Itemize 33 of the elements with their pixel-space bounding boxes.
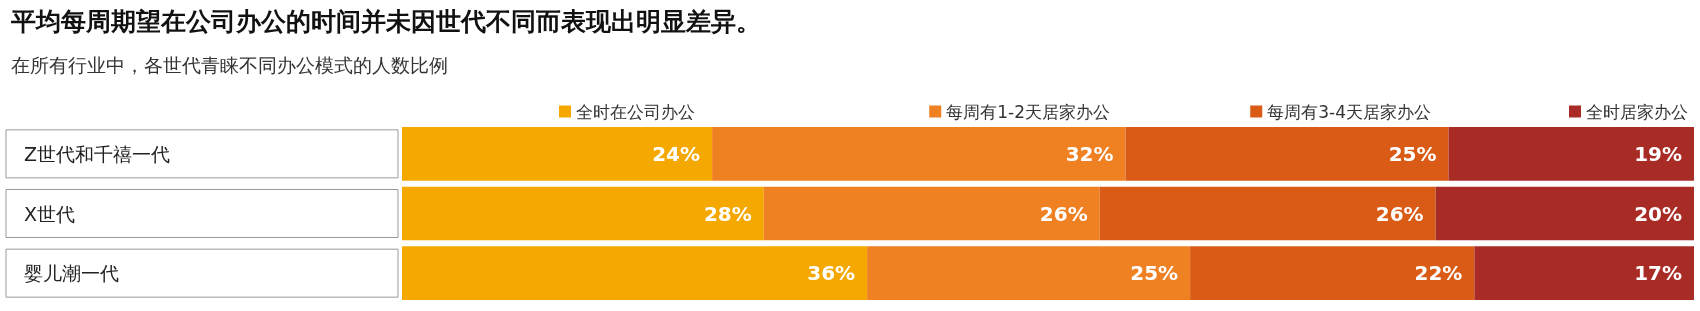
bar xyxy=(712,126,1126,181)
legend-label: 每周有3-4天居家办公 xyxy=(1267,101,1432,122)
data-label: 24% xyxy=(652,141,701,166)
data-label: 22% xyxy=(1414,261,1463,286)
data-label: 26% xyxy=(1375,201,1424,226)
y-tick-label: Z世代和千禧一代 xyxy=(24,142,171,165)
legend-label: 全时居家办公 xyxy=(1586,101,1688,122)
y-tick-label: X世代 xyxy=(24,202,76,225)
bar xyxy=(1435,186,1694,241)
data-label: 17% xyxy=(1634,261,1682,286)
text: 在所有行业中，各世代青睐不同办公模式的人数比例 xyxy=(11,53,448,76)
data-label: 20% xyxy=(1634,201,1682,226)
y-tick-label: 婴儿潮一代 xyxy=(24,262,119,285)
data-label: 26% xyxy=(1039,201,1088,226)
bar xyxy=(1448,126,1694,181)
bar xyxy=(402,186,764,241)
bar xyxy=(763,186,1100,241)
data-label: 25% xyxy=(1388,141,1437,166)
bar xyxy=(402,246,868,301)
data-label: 32% xyxy=(1065,141,1114,166)
chart-title: 平均每周期望在公司办公的时间并未因世代不同而表现出明显差异。 xyxy=(10,7,761,36)
bar xyxy=(1190,246,1475,301)
bar xyxy=(1099,186,1436,241)
data-label: 19% xyxy=(1634,141,1682,166)
data-label: 36% xyxy=(807,261,856,286)
legend-label: 每周有1-2天居家办公 xyxy=(946,101,1111,122)
bar xyxy=(867,246,1191,301)
data-label: 25% xyxy=(1130,261,1179,286)
bar xyxy=(1474,246,1694,301)
bar xyxy=(1125,126,1449,181)
bar xyxy=(402,126,713,181)
legend-label: 全时在公司办公 xyxy=(576,101,695,122)
data-label: 28% xyxy=(703,201,752,226)
